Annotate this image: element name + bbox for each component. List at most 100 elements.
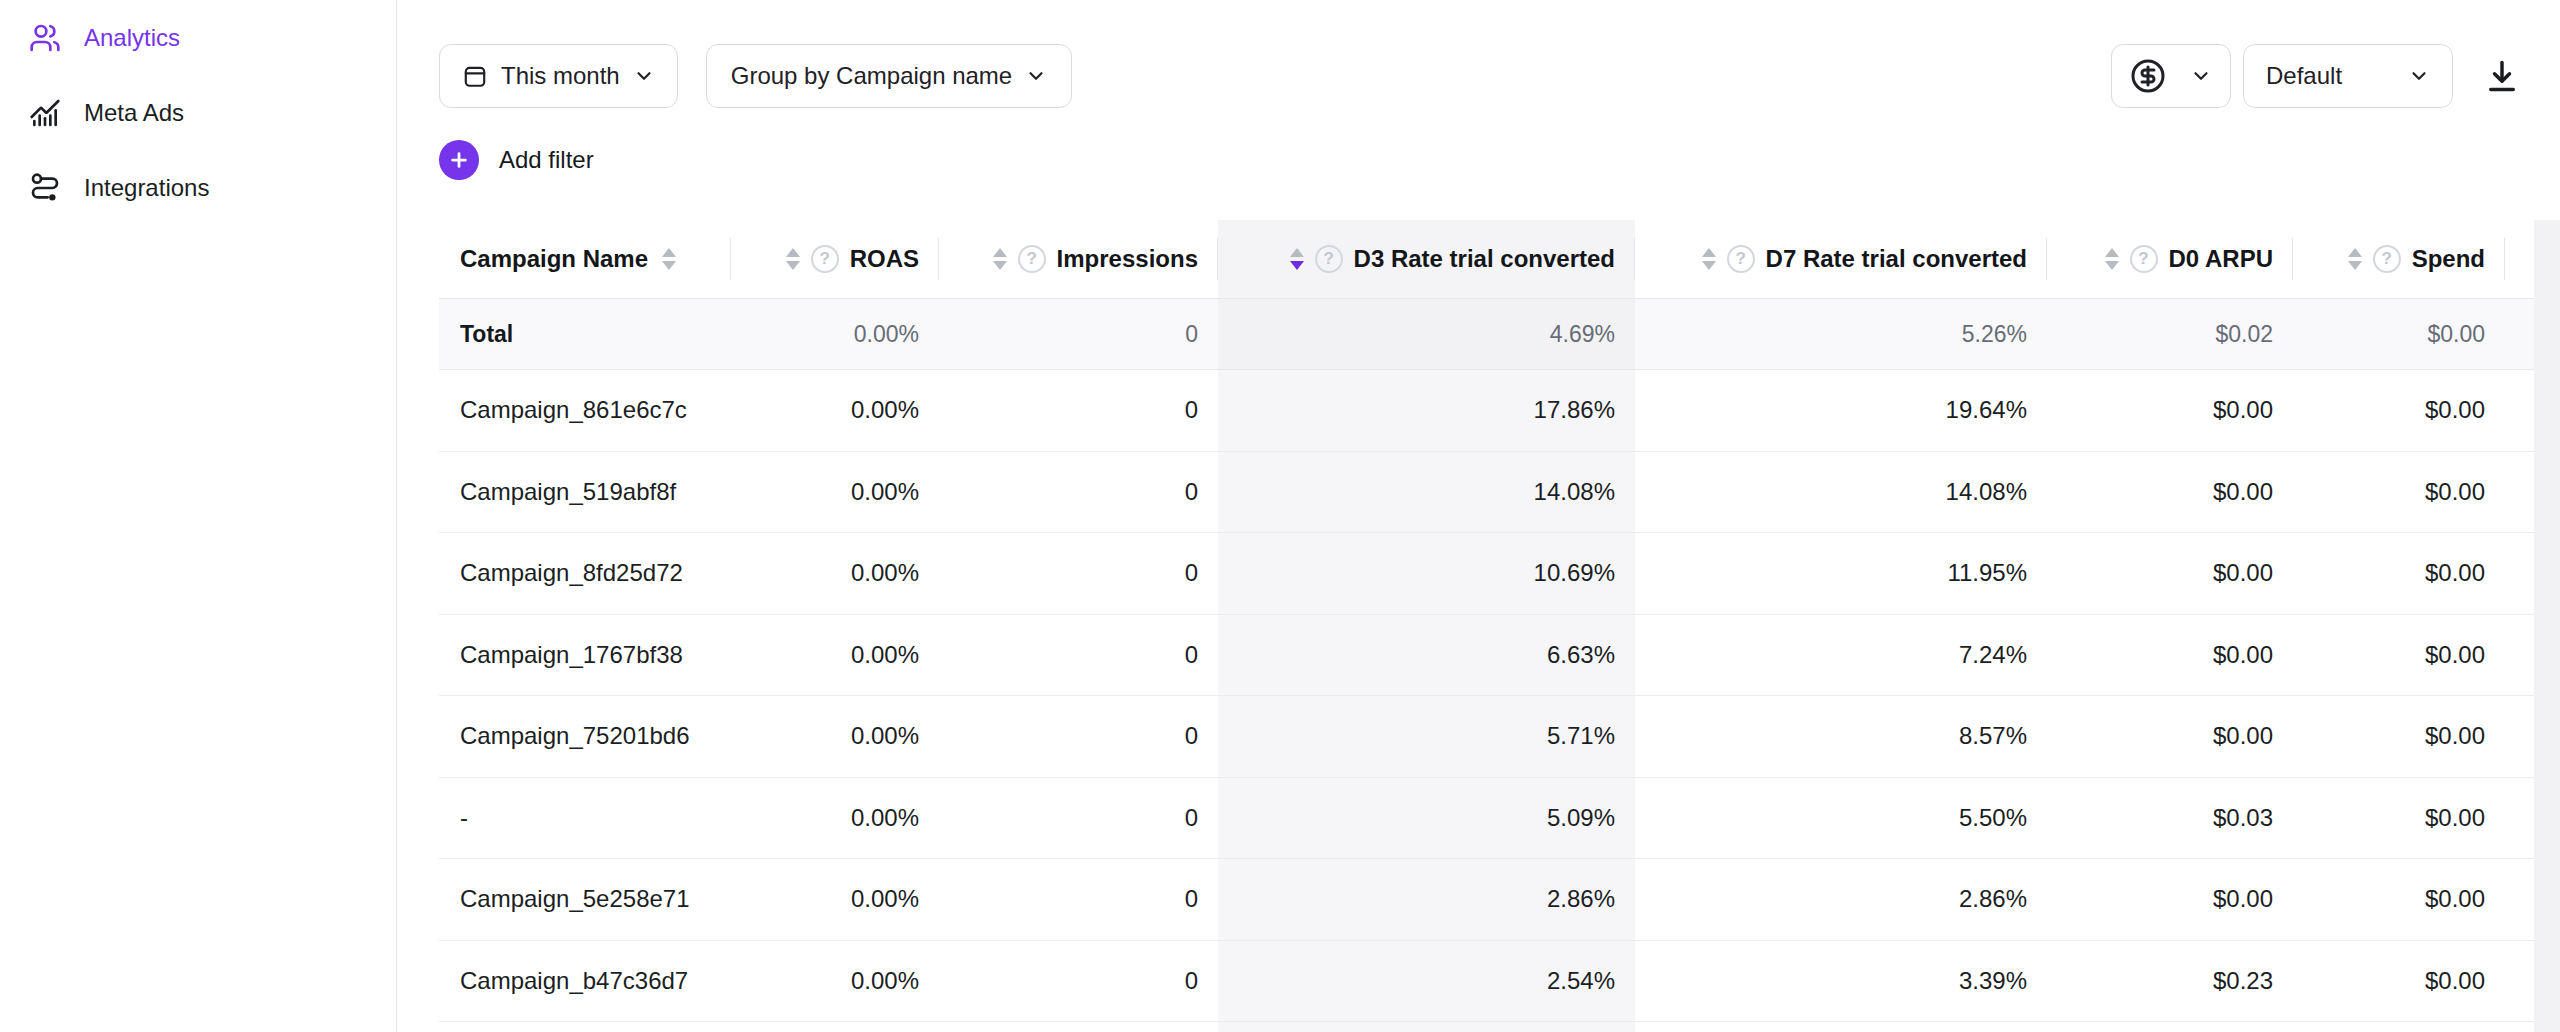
- dollar-circle-icon: [2130, 58, 2166, 94]
- table-row[interactable]: Campaign_1767bf38 0.00% 0 6.63% 7.24% $0…: [439, 615, 2560, 697]
- value-cell: 0: [939, 452, 1218, 533]
- column-header-impressions[interactable]: ? Impressions: [939, 220, 1218, 298]
- value-cell: $0.00: [2047, 859, 2293, 940]
- combined-chart-icon: [28, 96, 62, 130]
- sort-icon-active-desc[interactable]: [1290, 248, 1304, 270]
- help-icon[interactable]: ?: [2373, 245, 2401, 273]
- column-label: Spend: [2412, 245, 2485, 273]
- value-cell: $0.00: [2293, 941, 2505, 1022]
- value-cell: 0: [939, 615, 1218, 696]
- table-row[interactable]: Campaign_8fd25d72 0.00% 0 10.69% 11.95% …: [439, 533, 2560, 615]
- sidebar-item-meta-ads[interactable]: Meta Ads: [0, 75, 396, 150]
- help-icon[interactable]: ?: [811, 245, 839, 273]
- value-cell: $0.00: [2293, 696, 2505, 777]
- column-header-d7-rate-trial-converted[interactable]: ? D7 Rate trial converted: [1635, 220, 2047, 298]
- value-cell: 19.64%: [1635, 370, 2047, 451]
- campaign-name-cell: Campaign_8fd25d72: [439, 559, 731, 587]
- value-cell: 0: [939, 696, 1218, 777]
- toolbar-right: Default: [2111, 44, 2524, 108]
- table-row[interactable]: Campaign_861e6c7c 0.00% 0 17.86% 19.64% …: [439, 370, 2560, 452]
- table-row[interactable]: Campaign_5e258e71 0.00% 0 2.86% 2.86% $0…: [439, 859, 2560, 941]
- highlighted-column-tint: [1218, 1022, 1635, 1032]
- table-row[interactable]: Campaign_75201bd6 0.00% 0 5.71% 8.57% $0…: [439, 696, 2560, 778]
- chevron-down-icon: [2190, 65, 2212, 87]
- value-cell: 0: [939, 941, 1218, 1022]
- value-cell: $0.00: [2293, 370, 2505, 451]
- campaign-name-cell: Campaign_861e6c7c: [439, 396, 731, 424]
- column-header-spend[interactable]: ? Spend: [2293, 220, 2505, 298]
- value-cell: 2.86%: [1218, 859, 1635, 940]
- plus-icon: [439, 140, 479, 180]
- value-cell: 10.69%: [1218, 533, 1635, 614]
- value-cell: 5.26%: [1635, 299, 2047, 369]
- value-cell: 2.54%: [1218, 941, 1635, 1022]
- value-cell: 0: [939, 778, 1218, 859]
- column-label: Impressions: [1057, 245, 1198, 273]
- table-row[interactable]: - 0.00% 0 5.09% 5.50% $0.03 $0.00: [439, 778, 2560, 860]
- sort-icon[interactable]: [786, 248, 800, 270]
- column-header-d3-rate-trial-converted[interactable]: ? D3 Rate trial converted: [1218, 220, 1635, 298]
- help-icon[interactable]: ?: [2130, 245, 2158, 273]
- campaign-name-cell: Campaign_519abf8f: [439, 478, 731, 506]
- sort-icon[interactable]: [2348, 248, 2362, 270]
- value-cell: 0.00%: [731, 941, 939, 1022]
- table-body: Campaign_861e6c7c 0.00% 0 17.86% 19.64% …: [439, 370, 2560, 1022]
- currency-dropdown[interactable]: [2111, 44, 2231, 108]
- sidebar-item-analytics[interactable]: Analytics: [0, 0, 396, 75]
- value-cell: 8.57%: [1635, 696, 2047, 777]
- value-cell: $0.00: [2293, 299, 2505, 369]
- campaigns-table: Campaign Name ? ROAS ? Impressions ? D3 …: [439, 220, 2560, 1032]
- value-cell: 11.95%: [1635, 533, 2047, 614]
- column-label: ROAS: [850, 245, 919, 273]
- value-cell: 0: [939, 533, 1218, 614]
- date-range-dropdown[interactable]: This month: [439, 44, 678, 108]
- add-filter-label: Add filter: [499, 146, 594, 174]
- sidebar: Analytics Meta Ads Integrations: [0, 0, 397, 1032]
- table-row[interactable]: Campaign_519abf8f 0.00% 0 14.08% 14.08% …: [439, 452, 2560, 534]
- value-cell: 0: [939, 370, 1218, 451]
- vertical-scrollbar[interactable]: [2534, 220, 2560, 1032]
- value-cell: $0.00: [2293, 859, 2505, 940]
- preset-dropdown[interactable]: Default: [2243, 44, 2453, 108]
- value-cell: 0.00%: [731, 859, 939, 940]
- table-row[interactable]: Campaign_b47c36d7 0.00% 0 2.54% 3.39% $0…: [439, 941, 2560, 1023]
- value-cell: 5.50%: [1635, 778, 2047, 859]
- value-cell: 7.24%: [1635, 615, 2047, 696]
- value-cell: $0.00: [2047, 452, 2293, 533]
- help-icon[interactable]: ?: [1727, 245, 1755, 273]
- help-icon[interactable]: ?: [1315, 245, 1343, 273]
- group-by-dropdown[interactable]: Group by Campaign name: [706, 44, 1072, 108]
- value-cell: $0.00: [2293, 452, 2505, 533]
- partial-next-row: [439, 1022, 2560, 1032]
- value-cell: 0.00%: [731, 615, 939, 696]
- sort-icon[interactable]: [1702, 248, 1716, 270]
- value-cell: 3.39%: [1635, 941, 2047, 1022]
- value-cell: 0.00%: [731, 533, 939, 614]
- value-cell: $0.03: [2047, 778, 2293, 859]
- download-button[interactable]: [2480, 54, 2524, 98]
- add-filter-button[interactable]: Add filter: [439, 140, 594, 180]
- sort-icon[interactable]: [993, 248, 1007, 270]
- value-cell: 17.86%: [1218, 370, 1635, 451]
- table-header-row: Campaign Name ? ROAS ? Impressions ? D3 …: [439, 220, 2560, 299]
- value-cell: 0: [939, 299, 1218, 369]
- sidebar-item-label: Analytics: [84, 24, 180, 52]
- date-range-label: This month: [501, 62, 620, 90]
- sort-icon[interactable]: [662, 248, 676, 270]
- column-header-campaign-name[interactable]: Campaign Name: [439, 220, 731, 298]
- sidebar-item-integrations[interactable]: Integrations: [0, 150, 396, 225]
- column-label: D0 ARPU: [2169, 245, 2273, 273]
- value-cell: $0.00: [2047, 696, 2293, 777]
- chevron-down-icon: [2408, 65, 2430, 87]
- column-header-d0-arpu[interactable]: ? D0 ARPU: [2047, 220, 2293, 298]
- value-cell: 0: [939, 859, 1218, 940]
- help-icon[interactable]: ?: [1018, 245, 1046, 273]
- value-cell: $0.00: [2293, 533, 2505, 614]
- value-cell: $0.00: [2047, 370, 2293, 451]
- chevron-down-icon: [633, 65, 655, 87]
- column-label: D3 Rate trial converted: [1354, 245, 1615, 273]
- download-icon: [2484, 58, 2520, 94]
- value-cell: 4.69%: [1218, 299, 1635, 369]
- sort-icon[interactable]: [2105, 248, 2119, 270]
- column-header-roas[interactable]: ? ROAS: [731, 220, 939, 298]
